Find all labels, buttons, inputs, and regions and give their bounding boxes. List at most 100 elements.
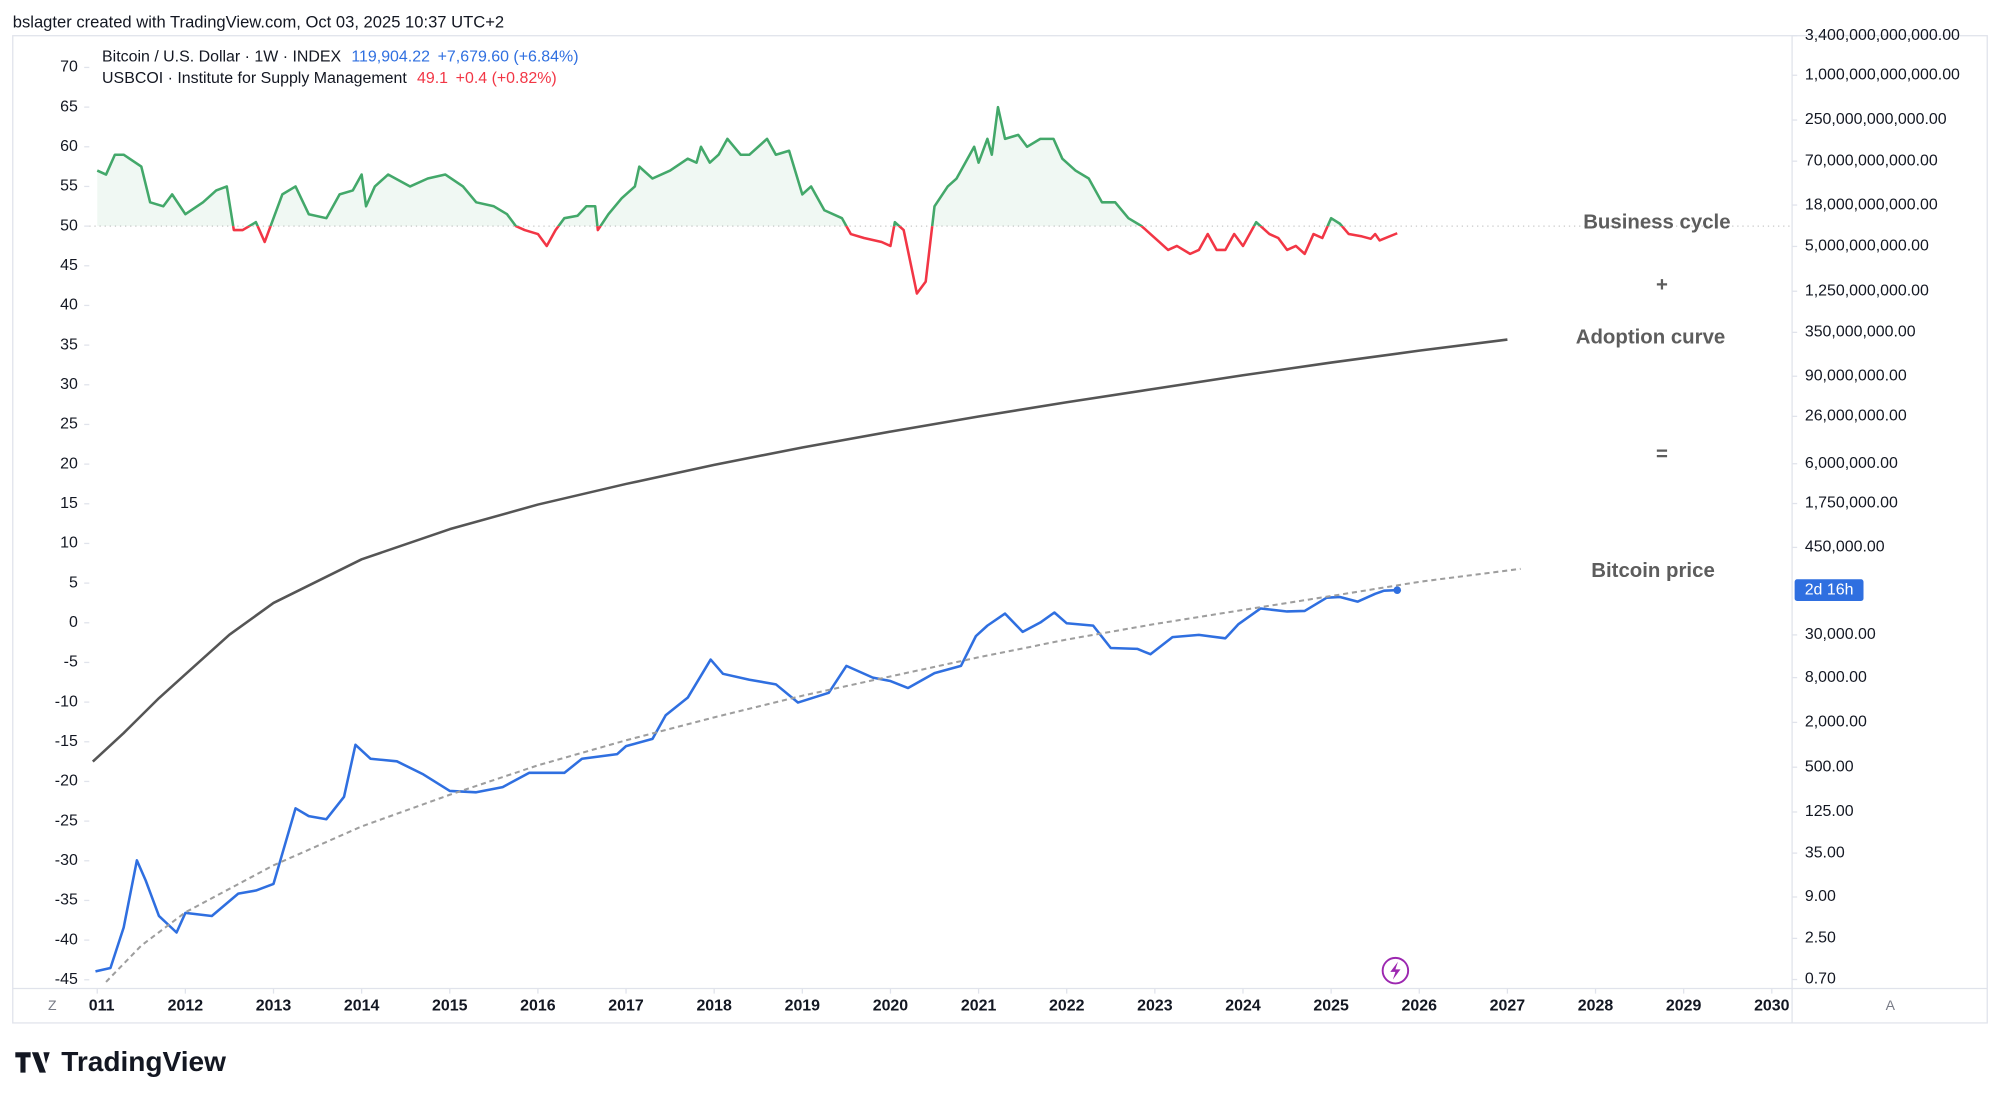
- y-tick-label: 45: [60, 257, 78, 274]
- y2-tick-label: 90,000,000.00: [1805, 367, 1907, 384]
- area-fill: [97, 107, 1342, 227]
- y-tick-label: -40: [55, 931, 78, 948]
- annotation: =: [1656, 444, 1668, 466]
- price-tag: [1794, 579, 1864, 601]
- y-tick-label: -35: [55, 892, 78, 909]
- y-tick-label: 10: [60, 535, 78, 552]
- y-tick-label: 5: [69, 574, 78, 591]
- y-tick-label: 70: [60, 59, 78, 76]
- y2-tick-label: 1,000,000,000,000.00: [1805, 66, 1960, 83]
- legend-entry: USBCOI · Institute for Supply Management…: [102, 70, 557, 87]
- line: [105, 567, 1521, 983]
- x-tick-label: 2029: [1666, 998, 1702, 1015]
- legend-name: USBCOI · Institute for Supply Management: [102, 70, 407, 87]
- y2-tick-label: 26,000,000.00: [1805, 408, 1907, 425]
- y-tick-label: 60: [60, 138, 78, 155]
- x-tick-label: 2015: [432, 998, 468, 1015]
- y2-tick-label: 450,000.00: [1805, 539, 1885, 556]
- y-tick-label: 35: [60, 336, 78, 353]
- last-point: [1393, 586, 1402, 594]
- y2-tick-label: 125.00: [1805, 803, 1854, 820]
- x-tick-label: 2017: [608, 998, 644, 1015]
- y-tick-label: 65: [60, 98, 78, 115]
- annotation: Adoption curve: [1576, 326, 1726, 348]
- y2-tick-label: 70,000,000,000.00: [1805, 152, 1938, 169]
- y-tick-label: -45: [55, 971, 78, 988]
- y2-tick-label: 1,750,000.00: [1805, 495, 1898, 512]
- x-tick-label: 2021: [961, 998, 997, 1015]
- y-tick-label: 40: [60, 297, 78, 314]
- y2-tick-label: 0.70: [1805, 971, 1836, 988]
- chart-frame: [12, 35, 1988, 1024]
- y2-tick-label: 8,000.00: [1805, 669, 1867, 686]
- x-tick-label: 2016: [520, 998, 556, 1015]
- zoom-button[interactable]: Z: [48, 997, 57, 1013]
- y2-tick-label: 500.00: [1805, 758, 1854, 775]
- alert-icon[interactable]: [1381, 956, 1410, 985]
- annotation: Bitcoin price: [1591, 560, 1715, 582]
- legend-value: 119,904.22: [351, 49, 430, 66]
- y-tick-label: -30: [55, 852, 78, 869]
- x-tick-label: 2028: [1578, 998, 1614, 1015]
- y2-tick-label: 2.50: [1805, 930, 1836, 947]
- x-tick-label: 2012: [168, 998, 204, 1015]
- y2-tick-label: 30,000.00: [1805, 626, 1876, 643]
- x-tick-label: 2024: [1225, 998, 1261, 1015]
- y2-tick-label: 1,250,000,000.00: [1805, 282, 1929, 299]
- logo-mark: [15, 1052, 50, 1073]
- y2-tick-label: 2,000.00: [1805, 714, 1867, 731]
- legend-change: +7,679.60 (+6.84%): [438, 49, 579, 66]
- alert-bolt: [1390, 961, 1401, 980]
- y-tick-label: -5: [64, 654, 78, 671]
- y-tick-label: 25: [60, 416, 78, 433]
- legend-entry: Bitcoin / U.S. Dollar · 1W · INDEX 119,90…: [102, 49, 578, 66]
- x-tick-label: 2027: [1490, 998, 1526, 1015]
- x-axis: 2011 2012 2013 2014 2015 2016 2017 2018 2019 2020…: [80, 998, 1790, 1015]
- plot-area: [89, 105, 1793, 983]
- x-tick-label: 2026: [1402, 998, 1438, 1015]
- line: [95, 588, 1398, 973]
- y-tick-label: 30: [60, 376, 78, 393]
- header: bslagter created with TradingView.com, O…: [13, 12, 504, 31]
- x-tick-label: 2020: [873, 998, 909, 1015]
- y2-tick-label: 5,000,000,000.00: [1805, 238, 1929, 255]
- x-tick-label: 2022: [1049, 998, 1085, 1015]
- x-tick-label: 2018: [696, 998, 732, 1015]
- x-tick-label: 2019: [785, 998, 821, 1015]
- x-tick-label: 2030: [1754, 998, 1790, 1015]
- y-tick-label: 20: [60, 455, 78, 472]
- x-tick-label: 2023: [1137, 998, 1173, 1015]
- y2-tick-label: 250,000,000,000.00: [1805, 111, 1947, 128]
- y2-tick-label: 18,000,000,000.00: [1805, 196, 1938, 213]
- line: [91, 338, 1508, 763]
- annotation: Business cycle: [1583, 212, 1730, 234]
- y-tick-label: -25: [55, 812, 78, 829]
- y-tick-label: 15: [60, 495, 78, 512]
- y-tick-label: -15: [55, 733, 78, 750]
- y2-tick-label: 350,000,000.00: [1805, 324, 1916, 341]
- y-tick-label: 0: [69, 614, 78, 631]
- x-tick-label: 2013: [256, 998, 292, 1015]
- x-tick-label: 2011: [80, 998, 115, 1015]
- x-tick-label: 2014: [344, 998, 380, 1015]
- line-above: [96, 105, 1344, 227]
- y2-tick-label: 9.00: [1805, 888, 1836, 905]
- line-below: [231, 226, 1398, 295]
- y-tick-label: 50: [60, 217, 78, 234]
- auto-scale-button[interactable]: A: [1886, 997, 1896, 1013]
- legend-name: Bitcoin / U.S. Dollar · 1W · INDEX: [102, 49, 341, 66]
- annotation: +: [1656, 274, 1668, 296]
- y2-tick-label: 35.00: [1805, 844, 1845, 861]
- price-tag-label: 2d 16h: [1805, 581, 1854, 598]
- x-tick-label: 2025: [1313, 998, 1349, 1015]
- y2-tick-label: 3,400,000,000,000.00: [1805, 27, 1960, 44]
- logo: TradingView: [15, 1046, 226, 1077]
- y2-tick-label: 6,000,000.00: [1805, 455, 1898, 472]
- logo-text: TradingView: [61, 1046, 226, 1077]
- legend-change: +0.4 (+0.82%): [456, 70, 557, 87]
- y-tick-label: -10: [55, 693, 78, 710]
- y-tick-label: -20: [55, 773, 78, 790]
- legend-value: 49.1: [417, 70, 448, 87]
